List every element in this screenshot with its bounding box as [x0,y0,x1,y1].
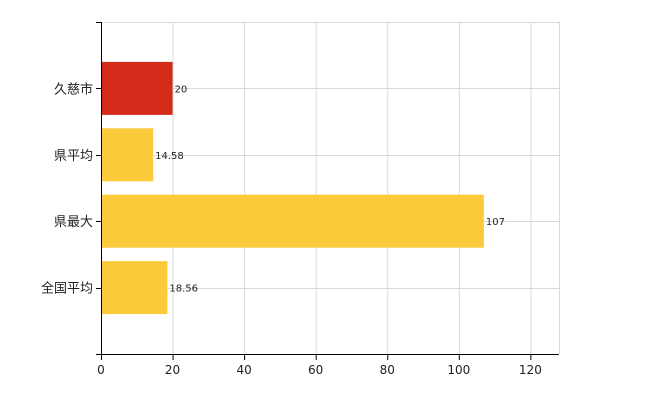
data-label: 14.58 [155,151,184,162]
bar [101,61,173,115]
x-tick-label: 80 [380,363,395,377]
x-tick-label: 120 [519,363,542,377]
category-label: 久慈市 [54,81,93,97]
x-tick-label: 40 [236,363,251,377]
x-tick-label: 0 [97,363,105,377]
bar [101,261,168,315]
axes [96,22,559,360]
category-label: 県平均 [54,149,93,164]
category-label: 全国平均 [41,281,93,297]
x-tick-label: 100 [447,363,470,377]
data-label: 107 [486,217,505,228]
data-label: 18.56 [169,284,198,295]
x-tick-label: 20 [165,363,180,377]
category-label: 県最大 [54,215,93,230]
bars [101,61,484,315]
x-tick-label: 60 [308,363,323,377]
bar [101,194,484,248]
bar [101,128,154,182]
data-label: 20 [175,84,188,95]
